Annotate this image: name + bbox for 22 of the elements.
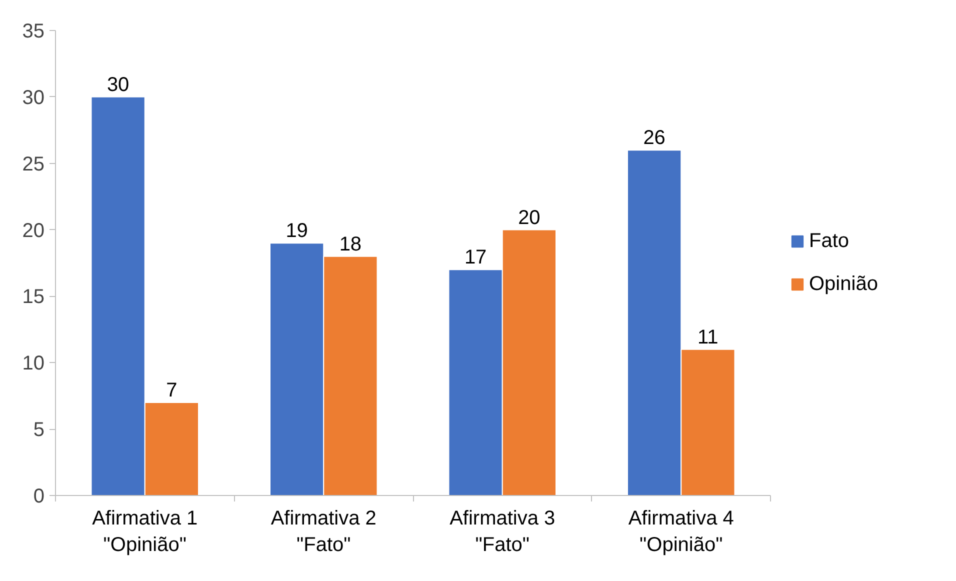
y-tick-label: 30: [22, 86, 45, 109]
data-label: 30: [106, 74, 130, 96]
x-tick-label: Afirmativa 1 "Opinião": [92, 508, 198, 556]
legend-label: Fato: [809, 230, 850, 252]
y-tick-label: 15: [22, 286, 45, 308]
y-tick-label: 35: [22, 20, 45, 42]
data-label: 17: [464, 246, 487, 269]
x-tick-label: Afirmativa 4 "Opinião": [628, 508, 734, 556]
data-label: 19: [286, 220, 308, 242]
x-tick-label: Afirmativa 2 "Fato": [270, 508, 376, 556]
x-tick-label: Afirmativa 3 "Fato": [450, 508, 556, 556]
data-label: 11: [698, 326, 718, 348]
data-label: 7: [166, 380, 178, 402]
y-tick-label: 0: [33, 486, 44, 508]
y-tick-label: 25: [22, 153, 45, 176]
y-tick-label: 10: [22, 352, 45, 375]
y-tick-label: 5: [33, 419, 44, 442]
data-label: 20: [518, 206, 540, 229]
data-label: 18: [339, 233, 362, 256]
data-label: 26: [643, 127, 666, 150]
y-tick-label: 20: [22, 220, 45, 242]
legend-label: Opinião: [809, 272, 878, 296]
